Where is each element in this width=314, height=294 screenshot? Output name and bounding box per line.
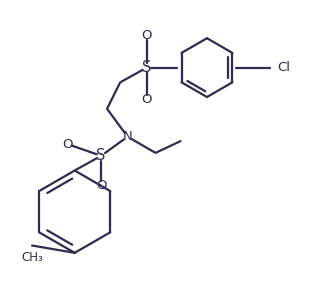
Text: O: O [142, 29, 152, 42]
Text: N: N [123, 130, 133, 143]
Text: S: S [142, 60, 151, 75]
Text: CH₃: CH₃ [21, 251, 43, 264]
Text: O: O [62, 138, 73, 151]
Text: S: S [96, 148, 106, 163]
Text: O: O [96, 179, 106, 192]
Text: Cl: Cl [278, 61, 290, 74]
Text: O: O [142, 93, 152, 106]
